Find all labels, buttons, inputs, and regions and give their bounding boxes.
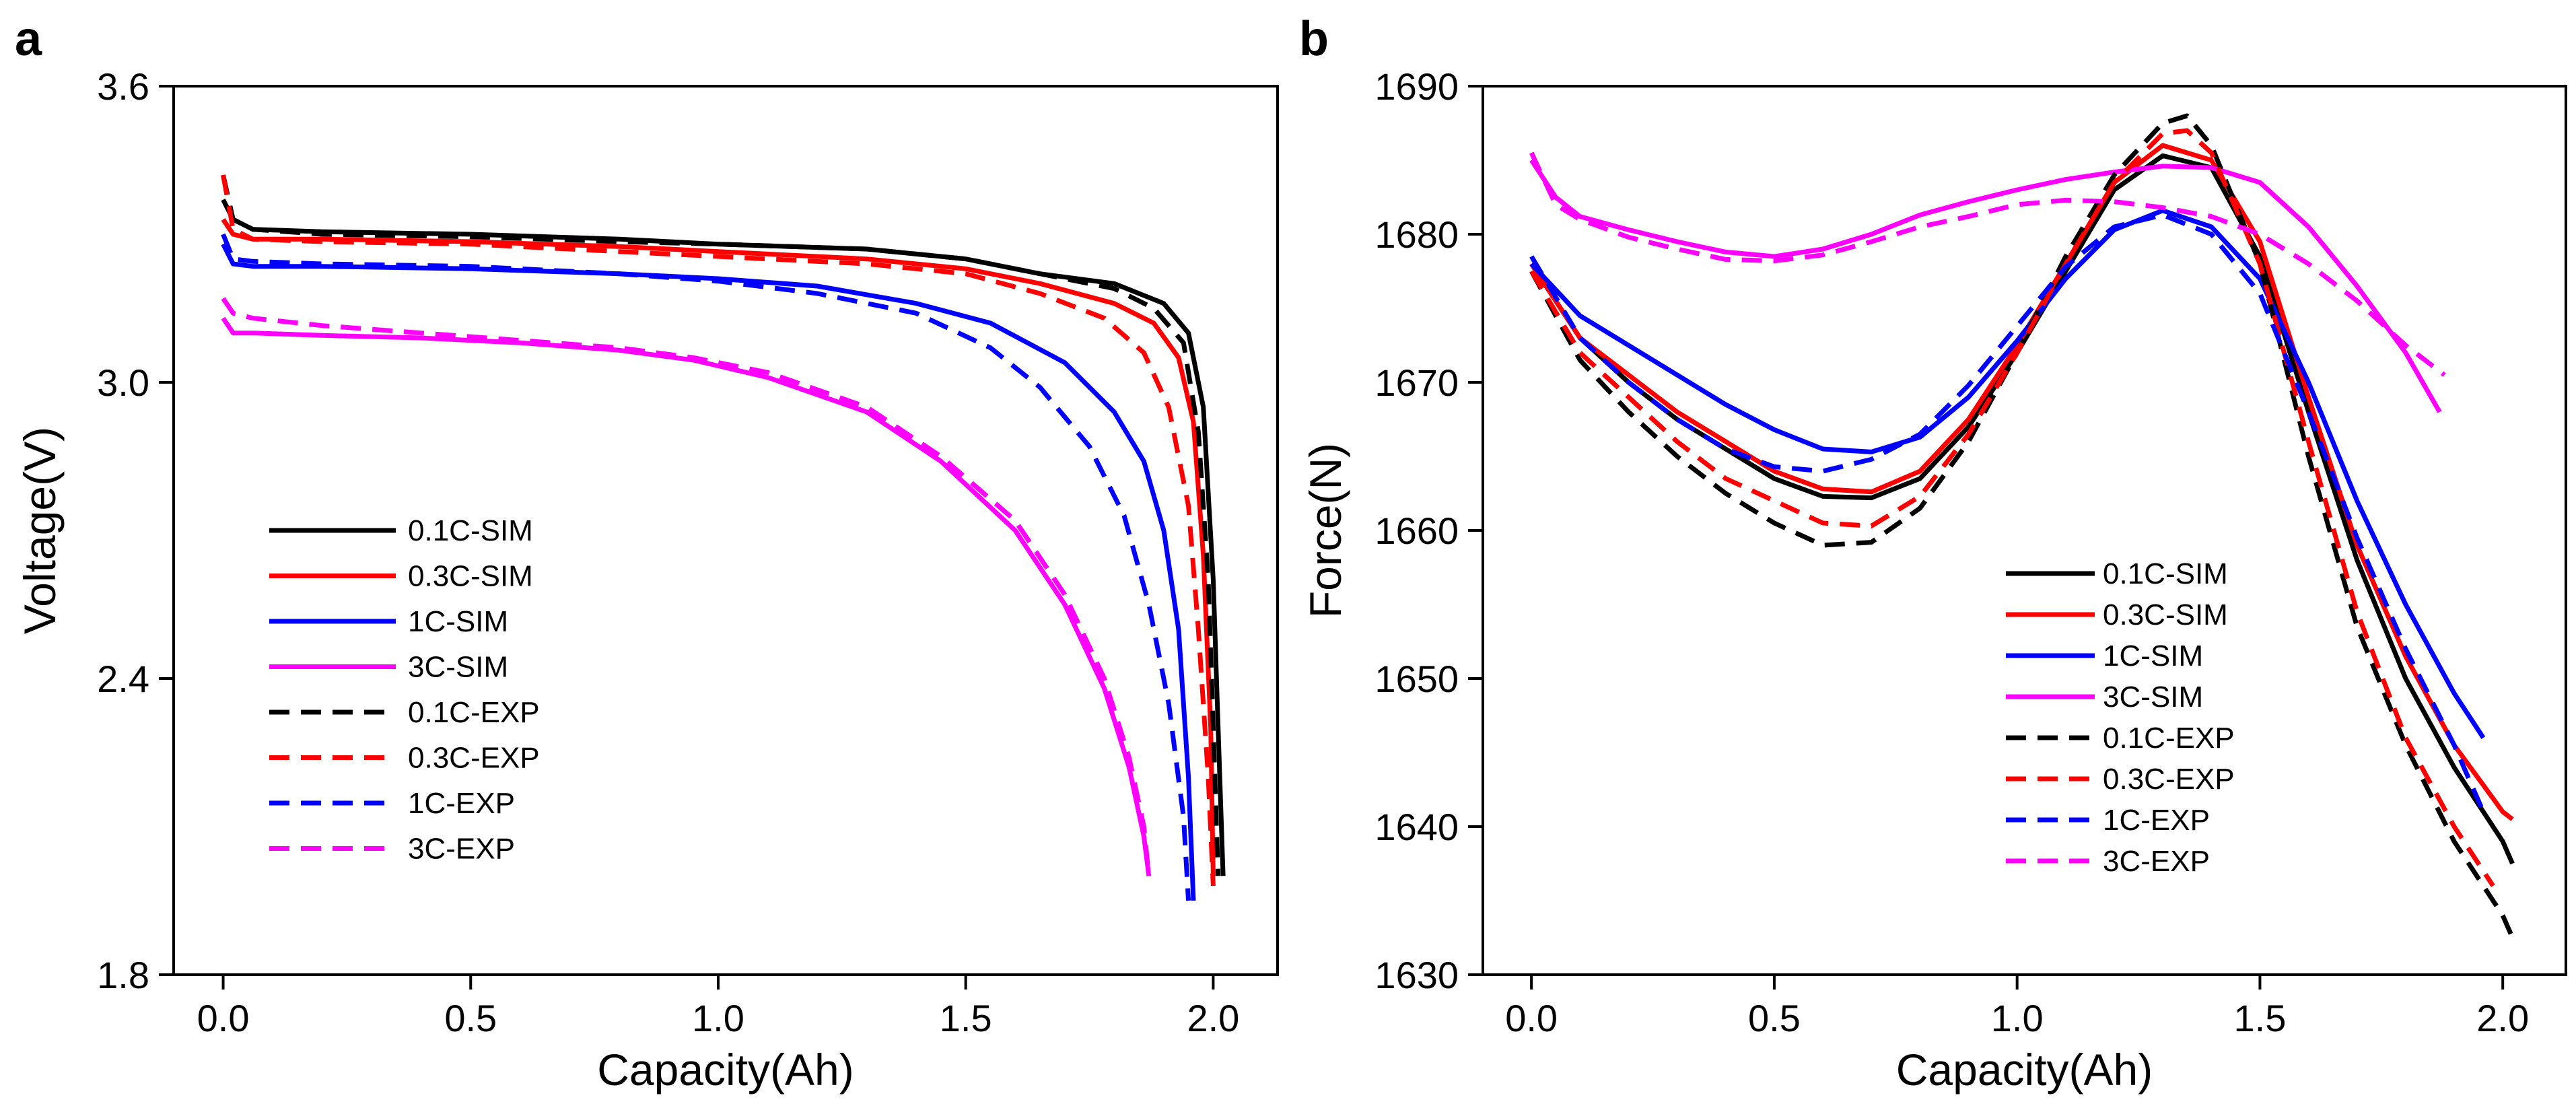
panel-b-y-axis-title: Force(N) <box>1300 443 1350 618</box>
panel-a-legend-item: 1C-SIM <box>269 605 508 638</box>
panel-b-legend-item: 1C-EXP <box>2006 804 2210 837</box>
panel-a-x-tick-label: 2.0 <box>1187 997 1239 1039</box>
panel-a-x-tick-label: 1.0 <box>692 997 744 1039</box>
panel-a-legend-label: 0.1C-SIM <box>408 514 533 547</box>
panel-b-legend-label: 3C-EXP <box>2103 845 2210 878</box>
panel-b-x-axis-title: Capacity(Ah) <box>1896 1045 2153 1095</box>
panel-a-plot-frame <box>172 85 1279 976</box>
panel-b-legend-label: 0.1C-EXP <box>2103 722 2235 755</box>
panel-a-legend-label: 3C-SIM <box>408 651 508 684</box>
panel-a-series-1c-exp <box>221 233 1191 901</box>
panel-b-x-tick-label: 1.0 <box>1991 997 2044 1039</box>
panel-b-y-tick-label: 1680 <box>1374 213 1459 256</box>
panel-a-series-03c-sim <box>221 218 1216 876</box>
panel-b-x-tick-label: 2.0 <box>2476 997 2529 1039</box>
panel-a-x-tick-label: 1.5 <box>940 997 992 1039</box>
panel-b-plot-frame <box>1482 85 2567 976</box>
panel-a-legend-item: 0.3C-SIM <box>269 560 533 593</box>
panel-b-y-tick-label: 1660 <box>1374 510 1459 552</box>
panel-a-legend-label: 1C-EXP <box>408 787 515 820</box>
panel-b-legend-item: 0.1C-SIM <box>2006 557 2228 590</box>
panel-a-series-3c-exp <box>221 297 1152 876</box>
panel-a-series-3c-sim <box>221 316 1152 876</box>
panel-b-legend: 0.1C-SIM 0.3C-SIM 1C-SIM 3C-SIM 0.1C-EXP 0.3C… <box>2006 557 2235 878</box>
panel-b-series-group <box>1529 113 2515 939</box>
panel-b-x-tick-label: 0.0 <box>1505 997 1558 1039</box>
panel-b-y-tick-label: 1690 <box>1374 65 1459 108</box>
panel-a-series-01c-exp <box>221 174 1221 876</box>
panel-a-series-1c-sim <box>221 243 1196 901</box>
panel-a-legend-item: 3C-SIM <box>269 651 508 684</box>
panel-b-series-01c-sim <box>1529 153 2515 865</box>
panel-a-y-tick-label: 3.6 <box>97 65 149 108</box>
panel-a-legend: 0.1C-SIM 0.3C-SIM 1C-SIM 3C-SIM 0.1C-EXP 0.3C… <box>269 514 540 866</box>
panel-b-legend-item: 3C-SIM <box>2006 681 2203 714</box>
panel-b-x-tick-label: 1.5 <box>2234 997 2287 1039</box>
panel-b-series-3c-sim <box>1529 159 2442 413</box>
panel-b-legend-label: 0.3C-EXP <box>2103 763 2235 796</box>
panel-a-legend-label: 3C-EXP <box>408 833 515 866</box>
panel-a-y-axis-title: Voltage(V) <box>15 427 65 634</box>
panel-b-letter: b <box>1299 12 1329 66</box>
panel-a-y-tick-label: 2.4 <box>97 658 149 700</box>
panel-a-voltage-chart: a 0.0 0.5 1.0 1.5 2.0 1.8 2.4 3.0 3.6 Capacity(Ah)… <box>15 12 1279 1095</box>
panel-b-series-1c-exp <box>1529 212 2486 813</box>
panel-a-legend-item: 3C-EXP <box>269 833 515 866</box>
panel-b-legend-label: 0.3C-SIM <box>2103 598 2228 631</box>
panel-b-series-03c-sim <box>1529 143 2514 821</box>
panel-a-legend-label: 1C-SIM <box>408 605 508 638</box>
panel-a-legend-label: 0.3C-EXP <box>408 742 540 775</box>
panel-b-legend-item: 3C-EXP <box>2006 845 2210 878</box>
panel-a-legend-label: 0.1C-EXP <box>408 696 540 729</box>
panel-b-series-03c-exp <box>1529 128 2495 887</box>
panel-b-legend-item: 0.1C-EXP <box>2006 722 2235 755</box>
panel-a-legend-item: 0.3C-EXP <box>269 742 540 775</box>
panel-a-legend-item: 0.1C-EXP <box>269 696 540 729</box>
panel-a-letter: a <box>15 12 42 66</box>
panel-b-legend-item: 0.3C-SIM <box>2006 598 2228 631</box>
panel-b-legend-item: 1C-SIM <box>2006 639 2203 672</box>
panel-b-y-tick-label: 1630 <box>1374 954 1459 996</box>
panel-b-force-chart: b 0.0 0.5 1.0 1.5 2.0 1630 1640 1650 1660 1670 1680… <box>1299 12 2567 1095</box>
panel-b-legend-item: 0.3C-EXP <box>2006 763 2235 796</box>
panel-b-legend-label: 0.1C-SIM <box>2103 557 2228 590</box>
panel-a-x-tick-label: 0.5 <box>444 997 497 1039</box>
panel-b-x-tick-label: 0.5 <box>1748 997 1801 1039</box>
panel-b-legend-label: 1C-EXP <box>2103 804 2210 837</box>
panel-a-legend-item: 1C-EXP <box>269 787 515 820</box>
panel-a-x-tick-label: 0.0 <box>197 997 250 1039</box>
panel-b-y-tick-label: 1640 <box>1374 806 1459 848</box>
panel-b-series-01c-exp <box>1529 113 2515 939</box>
panel-b-series-1c-sim <box>1529 208 2486 739</box>
panel-b-legend-label: 3C-SIM <box>2103 681 2203 714</box>
panel-b-series-3c-exp <box>1529 151 2446 377</box>
panel-a-y-tick-label: 1.8 <box>97 954 149 996</box>
panel-a-legend-label: 0.3C-SIM <box>408 560 533 593</box>
panel-b-legend-label: 1C-SIM <box>2103 639 2203 672</box>
panel-a-legend-item: 0.1C-SIM <box>269 514 533 547</box>
panel-a-series-03c-exp <box>221 174 1216 887</box>
panel-a-x-axis-title: Capacity(Ah) <box>597 1045 854 1095</box>
panel-a-y-tick-label: 3.0 <box>97 361 149 404</box>
panel-b-y-tick-label: 1670 <box>1374 361 1459 404</box>
panel-b-y-tick-label: 1650 <box>1374 658 1459 700</box>
panel-a-series-01c-sim <box>221 199 1226 876</box>
panel-a-series-group <box>221 174 1226 901</box>
